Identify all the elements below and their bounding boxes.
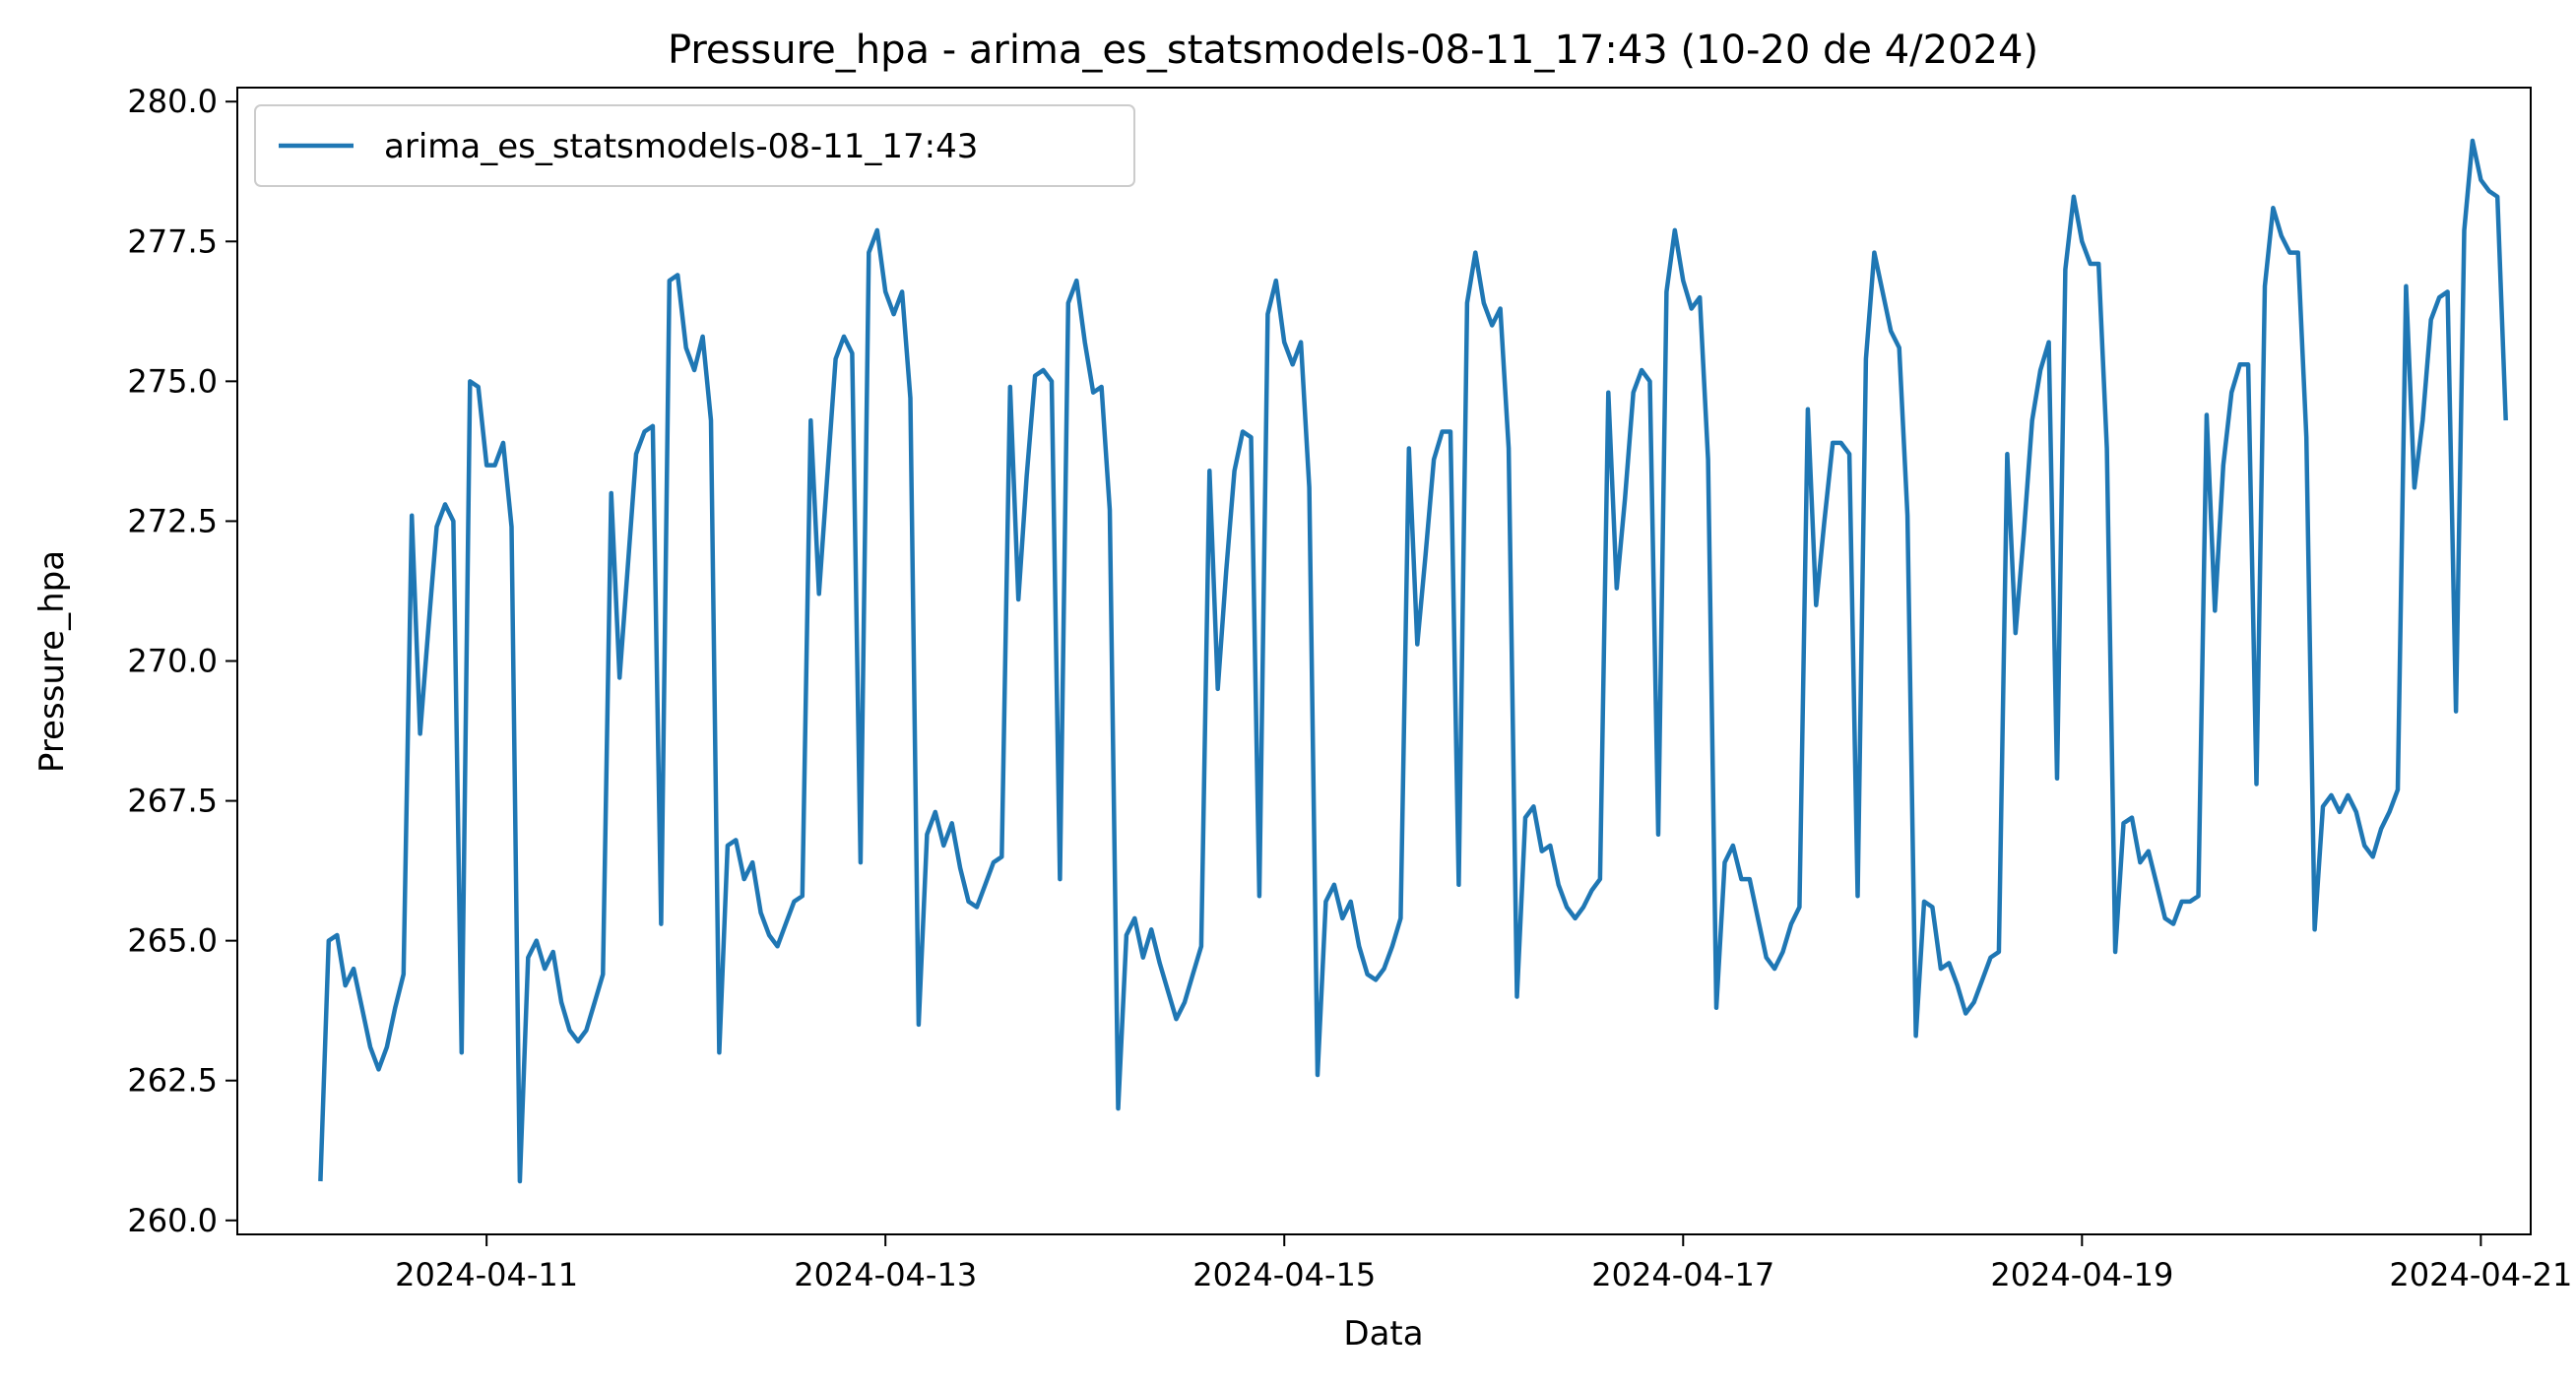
y-tick-label: 270.0 [127, 643, 218, 680]
legend: arima_es_statsmodels-08-11_17:43 [254, 104, 1135, 187]
x-axis: 2024-04-11 2024-04-13 2024-04-15 2024-04-17… [395, 1234, 2572, 1293]
legend-entry-label: arima_es_statsmodels-08-11_17:43 [384, 127, 978, 166]
x-tick-label: 2024-04-15 [1192, 1256, 1376, 1293]
y-axis-label: Pressure_hpa [32, 550, 72, 773]
y-tick-label: 265.0 [127, 922, 218, 960]
y-axis: 260.0 262.5 265.0 267.5 270.0 272.5 275.0 277.5… [127, 83, 237, 1239]
y-tick-label: 275.0 [127, 362, 218, 400]
series-layer [318, 138, 2508, 1184]
x-axis-label: Data [1343, 1314, 1423, 1354]
y-tick-label: 277.5 [127, 222, 218, 260]
x-tick-label: 2024-04-17 [1591, 1256, 1774, 1293]
legend-box [254, 104, 1135, 187]
x-tick-label: 2024-04-21 [2389, 1256, 2572, 1293]
y-tick-label: 260.0 [127, 1202, 218, 1239]
x-tick-label: 2024-04-11 [395, 1256, 578, 1293]
x-tick-label: 2024-04-19 [1990, 1256, 2173, 1293]
y-tick-label: 272.5 [127, 502, 218, 539]
y-tick-label: 280.0 [127, 83, 218, 120]
series-line [318, 138, 2508, 1184]
y-tick-label: 262.5 [127, 1062, 218, 1100]
y-tick-label: 267.5 [127, 783, 218, 820]
chart-title: Pressure_hpa - arima_es_statsmodels-08-1… [668, 28, 2038, 73]
plot-area: 260.0 262.5 265.0 267.5 270.0 272.5 275.0 277.5… [127, 83, 2572, 1293]
x-tick-label: 2024-04-13 [794, 1256, 977, 1293]
